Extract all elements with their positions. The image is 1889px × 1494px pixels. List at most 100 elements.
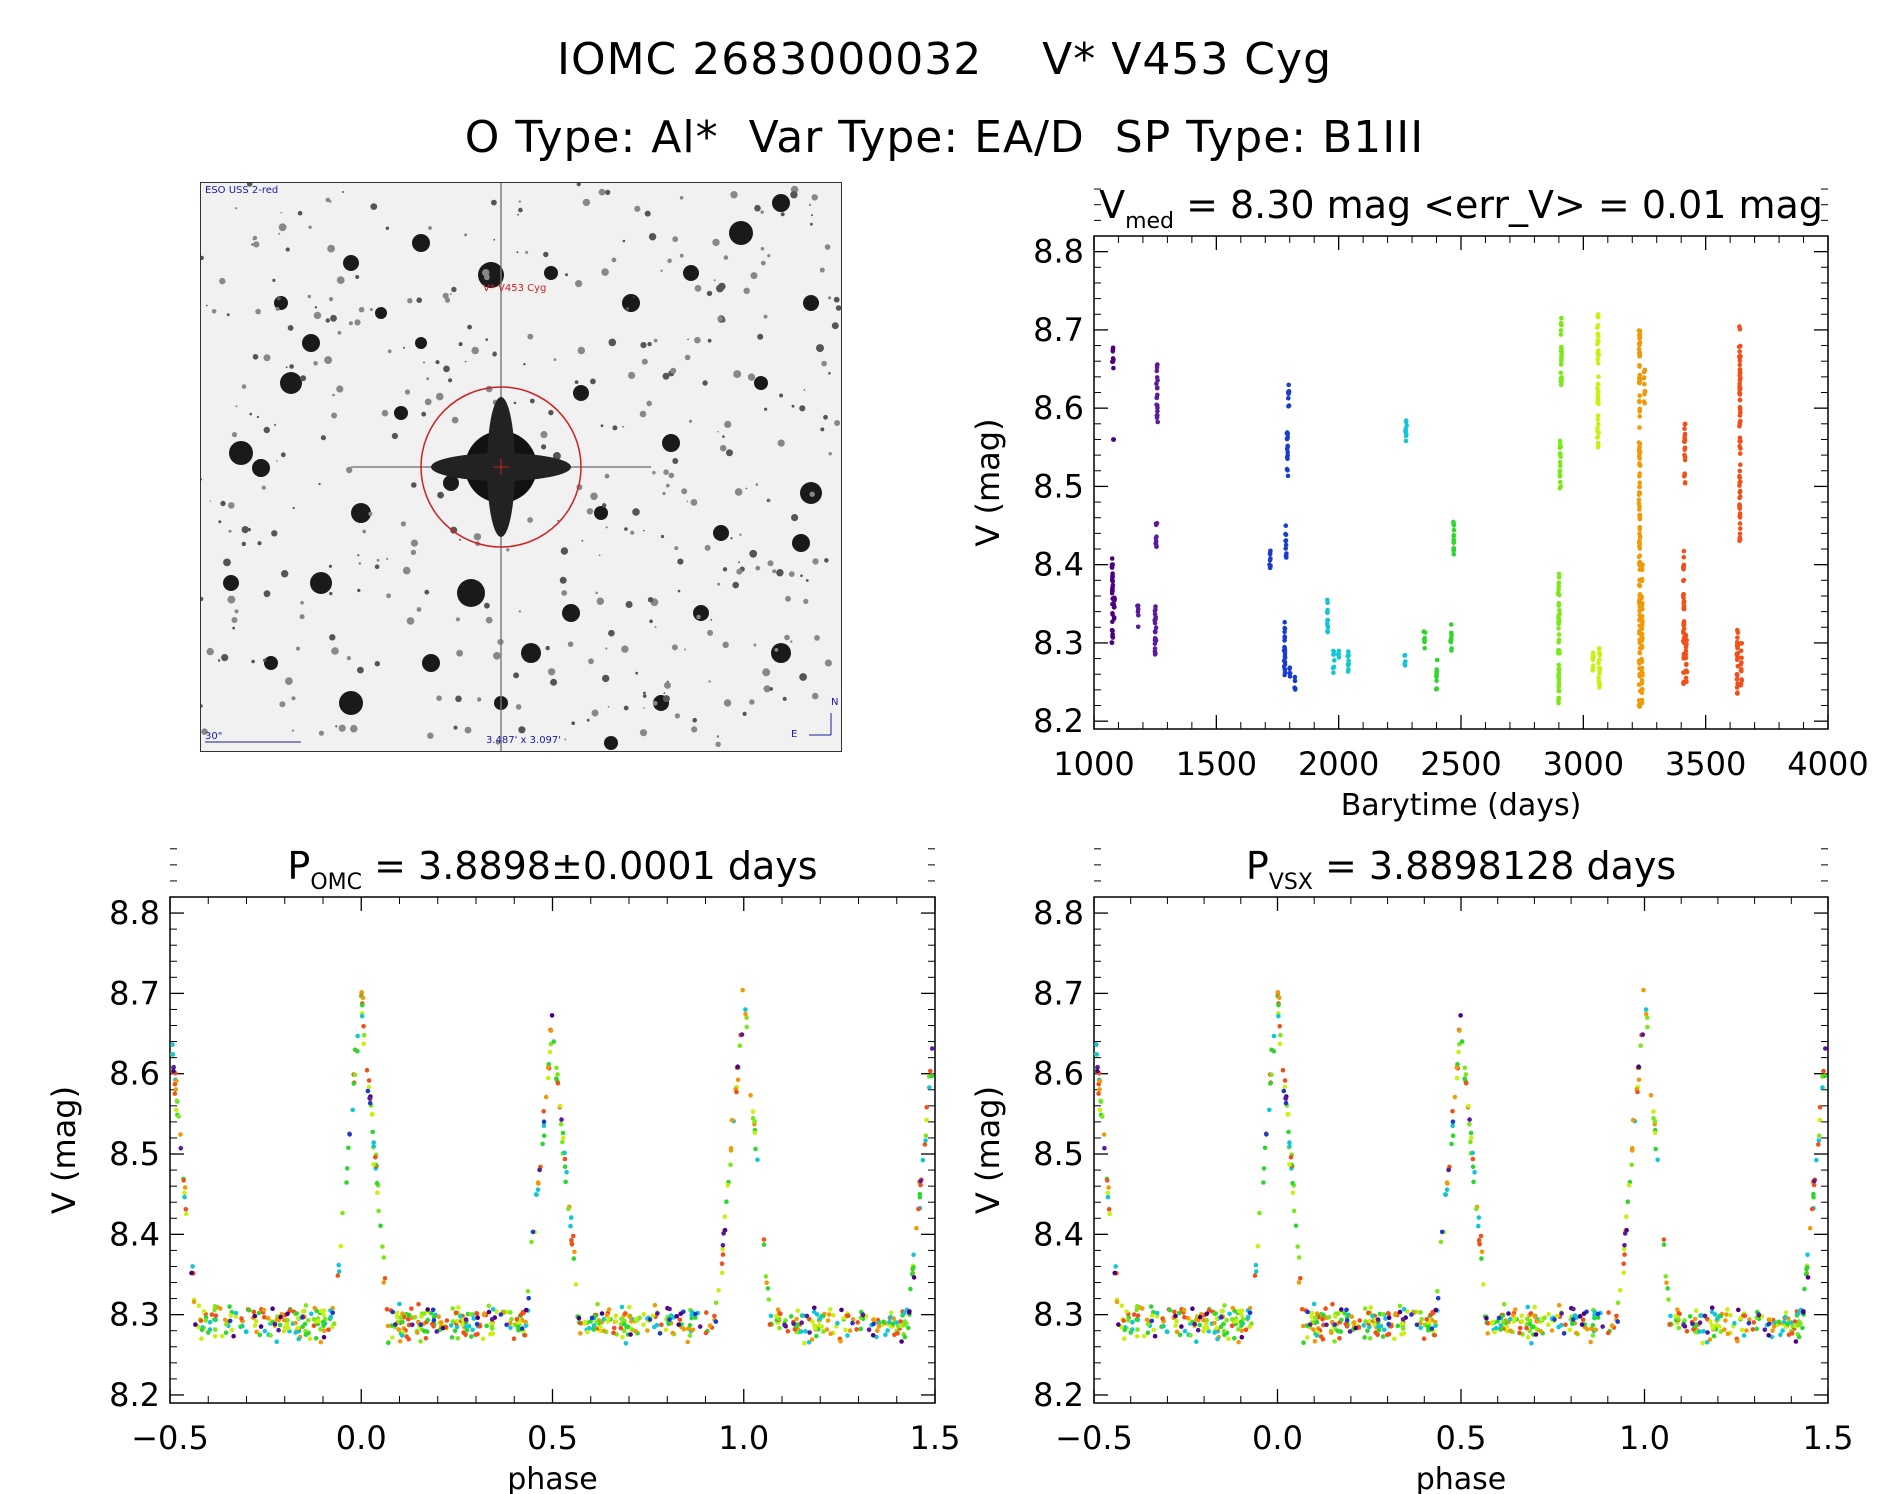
data-point [507,1320,513,1326]
data-point [707,1323,713,1328]
data-point [425,1317,431,1323]
sky-star [424,589,430,595]
data-point [171,1064,176,1070]
data-point [1590,666,1596,671]
sky-star [642,694,647,698]
sky-star [458,342,463,347]
data-point [918,1182,923,1188]
sky-star [665,483,670,488]
data-point [1558,344,1564,350]
data-point [1734,677,1740,682]
data-point [384,1307,390,1312]
data-point [481,1312,487,1318]
sky-star [403,346,406,349]
data-point [1790,1323,1795,1329]
sky-star [803,389,806,391]
data-point [318,1339,324,1345]
data-point [729,1117,735,1123]
data-point [1556,662,1562,668]
data-point [724,1199,729,1204]
data-point [454,1318,460,1324]
sky-star [272,278,276,282]
sky-star [280,211,283,214]
data-point [628,1319,634,1324]
sky-star [706,290,713,297]
data-point [311,1323,317,1328]
data-point [329,1324,335,1330]
data-point [1213,1311,1218,1316]
data-point [278,1314,283,1320]
data-point [1793,1339,1799,1344]
sky-star [738,561,740,564]
data-point [419,1314,424,1319]
data-point [1792,1319,1798,1324]
data-point [555,1080,561,1086]
data-point [1325,623,1330,629]
data-point [1292,685,1297,690]
data-point [562,1164,568,1169]
data-point [258,1324,264,1329]
data-point [1485,1321,1491,1326]
data-point [911,1275,917,1280]
data-point [1472,1169,1477,1175]
data-point [371,1140,377,1145]
data-point [1559,1311,1564,1316]
data-point [1261,1166,1267,1171]
sky-star [348,321,353,326]
sky-star [723,255,729,260]
data-point [1353,1325,1359,1331]
data-point [1639,634,1645,639]
data-point [1682,433,1688,439]
sky-star [252,459,270,477]
data-point [1642,400,1647,406]
sky-star [800,574,803,577]
sky-star [833,296,840,303]
data-point [508,1310,513,1315]
sky-star [412,234,430,252]
data-point [809,1337,815,1342]
sky-star [716,735,720,738]
y-tick-label: 8.5 [109,1135,160,1173]
sky-star [604,473,610,479]
data-point [1450,1119,1456,1124]
data-point [895,1331,900,1336]
data-point [1557,452,1563,458]
data-point [336,1262,342,1268]
data-point [1737,370,1743,376]
chart-title-symbol: V [1099,183,1125,227]
data-point [1597,652,1603,658]
data-point [430,1321,435,1327]
data-point [1239,1328,1245,1333]
sky-star [464,726,472,734]
data-point [1456,1049,1461,1055]
sky-star [654,626,657,629]
sky-star [628,371,636,379]
data-point [1311,1327,1316,1332]
sky-star [690,499,698,506]
data-point [371,1144,377,1149]
data-point [1239,1334,1245,1340]
sky-star [604,736,618,750]
data-point [1542,1315,1547,1321]
data-point [676,1322,681,1327]
data-point [1637,515,1643,520]
sky-star [605,526,608,529]
data-point [1380,1312,1386,1317]
data-point [663,1327,669,1333]
size-label: 3.487' x 3.097' [486,735,562,746]
data-point [1504,1328,1510,1334]
sky-star [328,200,332,203]
data-point [1682,480,1688,485]
data-point [820,1313,826,1319]
sky-star [253,241,260,248]
data-point [1735,1339,1740,1344]
data-point [1513,1307,1518,1312]
data-point [1234,1318,1239,1324]
sky-star [643,691,646,695]
sky-star [812,558,819,565]
data-point [637,1315,642,1321]
data-point [1737,391,1743,396]
sky-star [722,641,729,648]
sky-star [687,338,689,341]
data-point [252,1313,258,1319]
